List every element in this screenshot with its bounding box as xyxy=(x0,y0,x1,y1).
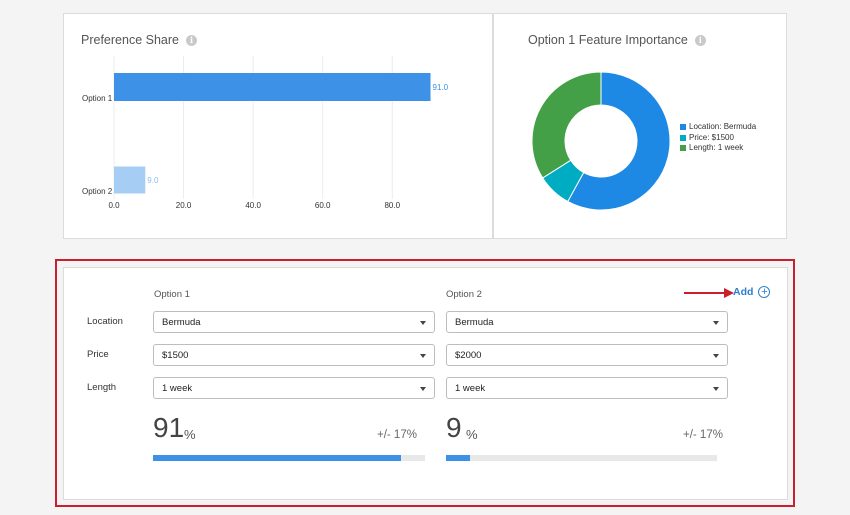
x-tick-label: 0.0 xyxy=(108,201,120,210)
feature-importance-card: Option 1 Feature Importance i Location: … xyxy=(493,13,787,239)
option-2-margin: +/- 17% xyxy=(683,429,723,441)
preference-share-title: Preference Share i xyxy=(81,33,197,47)
legend-label: Location: Bermuda xyxy=(689,122,757,131)
legend-swatch xyxy=(680,145,686,152)
legend-item: Length: 1 week xyxy=(680,143,756,154)
feature-importance-title: Option 1 Feature Importance i xyxy=(528,33,706,47)
row-label-location: Location xyxy=(87,316,123,327)
preference-share-chart: 0.0 20.0 40.0 60.0 80.0 Option 1 91.0 Option 2 9… xyxy=(82,56,449,210)
highlight-frame xyxy=(55,259,795,507)
x-tick-label: 80.0 xyxy=(384,201,400,210)
annotation-arrow xyxy=(684,288,734,298)
preference-share-title-text: Preference Share xyxy=(81,33,179,47)
legend-label: Length: 1 week xyxy=(689,143,744,152)
info-icon[interactable]: i xyxy=(185,34,197,46)
data-label: 9.0 xyxy=(147,176,159,185)
add-option-label: Add xyxy=(733,286,754,298)
feature-importance-donut xyxy=(531,71,671,211)
x-tick-label: 20.0 xyxy=(176,201,192,210)
option-1-share-bar xyxy=(153,455,425,461)
option-1-length-select[interactable]: 1 week xyxy=(153,377,435,399)
plus-circle-icon: + xyxy=(758,286,771,298)
select-value: 1 week xyxy=(455,382,486,394)
caret-down-icon xyxy=(713,354,719,358)
legend-item: Location: Bermuda xyxy=(680,122,756,133)
legend-item: Price: $1500 xyxy=(680,133,756,144)
legend-swatch xyxy=(680,124,686,131)
option-2-share-value: 9 xyxy=(446,412,462,443)
data-label: 91.0 xyxy=(433,83,449,92)
option-2-share-fill xyxy=(446,455,471,461)
donut-slice[interactable] xyxy=(531,71,602,179)
caret-down-icon xyxy=(420,354,426,358)
donut-slice[interactable] xyxy=(567,71,671,211)
bar[interactable] xyxy=(114,73,431,101)
option-2-length-select[interactable]: 1 week xyxy=(446,377,728,399)
row-label-length: Length xyxy=(87,382,117,393)
caret-down-icon xyxy=(713,321,719,325)
select-value: Bermuda xyxy=(455,316,494,328)
select-value: 1 week xyxy=(162,382,193,394)
caret-down-icon xyxy=(713,387,719,391)
row-label-price: Price xyxy=(87,349,109,360)
option-1-location-select[interactable]: Bermuda xyxy=(153,311,435,333)
option-1-header: Option 1 xyxy=(154,289,190,300)
select-value: $2000 xyxy=(455,349,482,361)
category-label: Option 2 xyxy=(82,187,113,196)
option-1-share-value: 91 xyxy=(153,412,185,443)
feature-importance-title-text: Option 1 Feature Importance xyxy=(528,33,688,47)
option-1-price-select[interactable]: $1500 xyxy=(153,344,435,366)
category-label: Option 1 xyxy=(82,94,113,103)
legend-label: Price: $1500 xyxy=(689,132,734,142)
info-icon[interactable]: i xyxy=(694,34,706,46)
caret-down-icon xyxy=(420,387,426,391)
select-value: $1500 xyxy=(162,349,189,361)
x-tick-label: 60.0 xyxy=(315,201,331,210)
option-1-share-unit: % xyxy=(184,427,196,442)
option-2-price-select[interactable]: $2000 xyxy=(446,344,728,366)
option-1-share-fill xyxy=(153,455,401,461)
feature-importance-legend: Location: Bermuda Price: $1500 Length: 1… xyxy=(680,122,756,154)
option-2-header: Option 2 xyxy=(446,289,482,300)
add-option-button[interactable]: Add + xyxy=(733,286,771,298)
x-tick-label: 40.0 xyxy=(245,201,261,210)
option-2-share-unit: % xyxy=(466,427,478,442)
caret-down-icon xyxy=(420,321,426,325)
preference-share-card: Preference Share i 0.0 20.0 40.0 60.0 80.0 Op… xyxy=(63,13,493,239)
bar[interactable] xyxy=(114,166,146,194)
option-2-location-select[interactable]: Bermuda xyxy=(446,311,728,333)
option-2-share-bar xyxy=(446,455,717,461)
legend-swatch xyxy=(680,134,686,141)
option-1-margin: +/- 17% xyxy=(377,429,417,441)
select-value: Bermuda xyxy=(162,316,201,328)
